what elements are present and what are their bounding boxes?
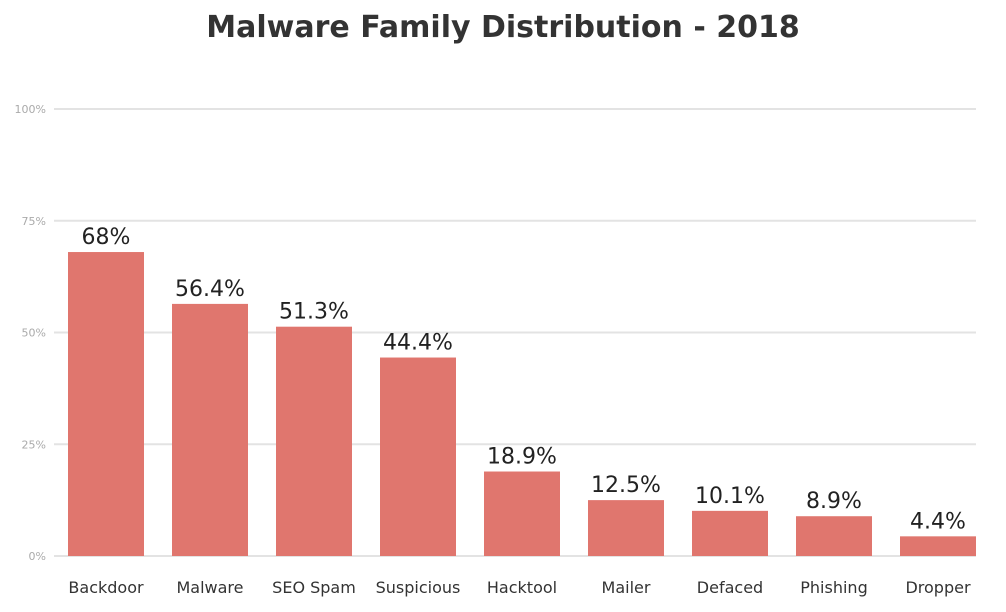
x-tick-label: SEO Spam bbox=[272, 578, 356, 597]
y-tick-label: 100% bbox=[15, 103, 46, 116]
y-tick-label: 0% bbox=[29, 550, 46, 563]
data-label: 4.4% bbox=[910, 509, 966, 534]
x-tick-label: Phishing bbox=[800, 578, 867, 597]
y-tick-label: 25% bbox=[22, 438, 46, 451]
bar-phishing bbox=[796, 516, 872, 556]
bar-mailer bbox=[588, 500, 664, 556]
bar-malware bbox=[172, 303, 248, 556]
bar-defaced bbox=[692, 510, 768, 556]
data-label: 56.4% bbox=[175, 277, 245, 302]
x-tick-label: Defaced bbox=[697, 578, 763, 597]
data-label: 18.9% bbox=[487, 445, 557, 470]
bar-suspicious bbox=[380, 357, 456, 556]
x-tick-label: Suspicious bbox=[376, 578, 461, 597]
bar-backdoor bbox=[68, 252, 144, 557]
data-label: 12.5% bbox=[591, 473, 661, 498]
x-tick-label: Mailer bbox=[602, 578, 651, 597]
bar-dropper bbox=[900, 536, 976, 556]
x-tick-label: Hacktool bbox=[487, 578, 557, 597]
x-tick-label: Malware bbox=[176, 578, 243, 597]
data-label: 8.9% bbox=[806, 489, 862, 514]
data-label: 10.1% bbox=[695, 484, 765, 509]
y-tick-label: 75% bbox=[22, 215, 46, 228]
data-label: 44.4% bbox=[383, 331, 453, 356]
y-tick-label: 50% bbox=[22, 327, 46, 340]
data-label: 51.3% bbox=[279, 300, 349, 325]
bar-seo-spam bbox=[276, 326, 352, 556]
x-tick-label: Backdoor bbox=[68, 578, 144, 597]
chart-title: Malware Family Distribution - 2018 bbox=[206, 10, 800, 45]
data-label: 68% bbox=[82, 225, 131, 250]
x-tick-label: Dropper bbox=[905, 578, 970, 597]
bar-hacktool bbox=[484, 471, 560, 556]
